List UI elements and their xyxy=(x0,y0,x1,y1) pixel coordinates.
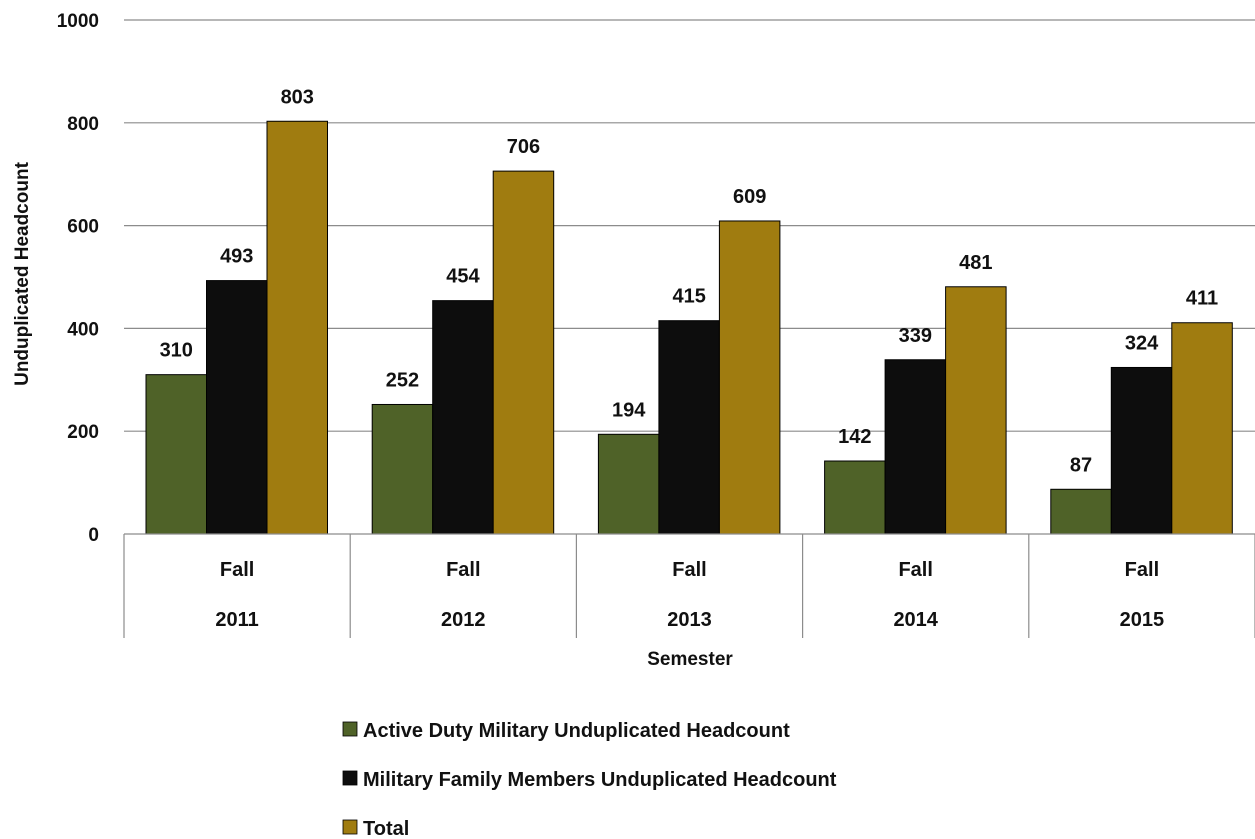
bar xyxy=(1050,488,1112,535)
legend-swatch xyxy=(342,819,358,835)
category-label-year: 2011 xyxy=(215,609,258,631)
bar xyxy=(206,280,268,535)
bar xyxy=(145,374,207,535)
bars xyxy=(145,120,1233,535)
bar xyxy=(432,300,494,535)
data-label: 142 xyxy=(838,426,871,448)
legend: Active Duty Military Unduplicated Headco… xyxy=(342,720,837,839)
y-axis-title: Unduplicated Headcount xyxy=(12,161,33,385)
data-label: 194 xyxy=(612,399,646,421)
y-axis-ticks: 0 200 400 600 800 1000 xyxy=(57,11,99,546)
legend-entry: Total xyxy=(363,818,409,839)
data-label: 310 xyxy=(160,340,193,362)
data-label: 324 xyxy=(1125,332,1159,354)
y-tick-label: 200 xyxy=(67,422,99,443)
data-label: 87 xyxy=(1070,454,1092,476)
data-label: 493 xyxy=(220,246,253,268)
bar xyxy=(597,433,660,535)
y-tick-label: 600 xyxy=(67,217,99,238)
y-tick-label: 800 xyxy=(67,114,99,135)
category-label-term: Fall xyxy=(220,559,254,581)
category-label-term: Fall xyxy=(1125,559,1159,581)
y-tick-label: 400 xyxy=(67,319,99,340)
bar xyxy=(824,460,886,535)
data-label: 609 xyxy=(733,186,766,208)
bar xyxy=(884,359,947,535)
category-label-term: Fall xyxy=(446,559,480,581)
y-tick-label: 1000 xyxy=(57,11,99,32)
bar xyxy=(718,220,781,535)
data-label: 454 xyxy=(446,266,480,288)
y-tick-label: 0 xyxy=(88,525,99,546)
legend-entry: Active Duty Military Unduplicated Headco… xyxy=(363,720,790,742)
bar xyxy=(266,120,328,535)
category-label-year: 2014 xyxy=(893,609,938,631)
x-axis-title: Semester xyxy=(647,649,733,670)
legend-swatch xyxy=(342,770,358,786)
data-label: 803 xyxy=(281,86,314,108)
data-labels: 310 493 803 252 454 706 194 415 609 142 339 481 87 32… xyxy=(160,86,1219,476)
bar xyxy=(658,320,720,535)
data-label: 339 xyxy=(899,325,932,347)
bar xyxy=(1171,322,1233,535)
legend-swatch xyxy=(342,721,358,737)
data-label: 706 xyxy=(507,136,540,158)
x-axis: Fall 2011 Fall 2012 Fall 2013 Fall 2014 Fall 2015 xyxy=(123,533,1255,638)
data-label: 252 xyxy=(386,369,419,391)
data-label: 481 xyxy=(959,252,992,274)
legend-entry: Military Family Members Unduplicated Hea… xyxy=(363,769,837,791)
data-label: 415 xyxy=(672,286,705,308)
category-label-term: Fall xyxy=(672,559,706,581)
category-label-term: Fall xyxy=(898,559,932,581)
category-label-year: 2013 xyxy=(667,609,712,631)
bar xyxy=(1110,366,1173,535)
bar xyxy=(492,170,555,535)
data-label: 411 xyxy=(1186,288,1218,310)
category-label-year: 2015 xyxy=(1120,609,1165,631)
bar xyxy=(945,286,1007,535)
bar xyxy=(371,403,434,535)
category-label-year: 2012 xyxy=(441,609,486,631)
